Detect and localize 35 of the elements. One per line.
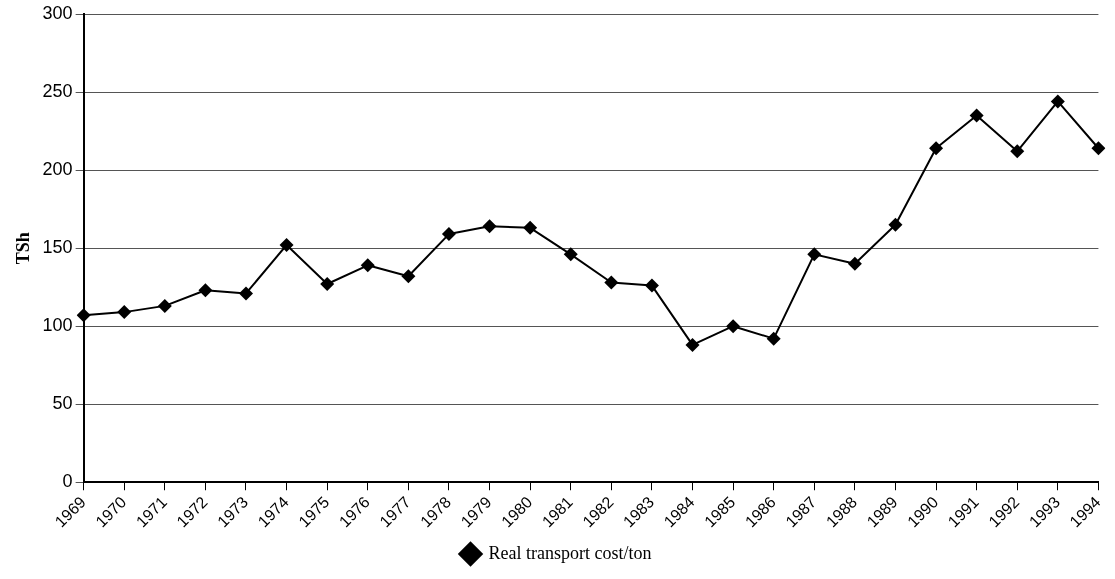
point [1091, 141, 1106, 156]
point [1010, 144, 1025, 159]
y-tick-label: 300 [42, 2, 73, 23]
y-tick-label: 200 [42, 159, 73, 180]
point [482, 219, 497, 234]
point [523, 220, 538, 235]
point [441, 227, 456, 242]
point [239, 286, 253, 301]
y-tick-label: 50 [52, 393, 73, 414]
point [604, 275, 619, 290]
y-tick-label: 250 [42, 81, 73, 102]
point [969, 108, 984, 123]
point [117, 305, 132, 320]
y-tick-label: 150 [42, 237, 73, 258]
point [847, 256, 862, 271]
point [279, 238, 294, 253]
point [401, 269, 416, 284]
point [157, 298, 172, 313]
point [1050, 94, 1065, 109]
y-tick-label: 100 [42, 315, 73, 336]
point [929, 141, 944, 156]
point [888, 217, 903, 232]
point [320, 277, 335, 292]
point [644, 278, 659, 293]
point [563, 247, 578, 262]
point [726, 319, 741, 334]
point [807, 247, 822, 262]
point [76, 308, 91, 323]
point [360, 258, 375, 273]
point [685, 337, 700, 352]
legend-label: Real transport cost/ton [488, 542, 652, 563]
y-axis-title: TSh [13, 232, 34, 265]
point [766, 331, 781, 346]
point [198, 283, 213, 298]
y-tick-label: 0 [62, 471, 73, 492]
